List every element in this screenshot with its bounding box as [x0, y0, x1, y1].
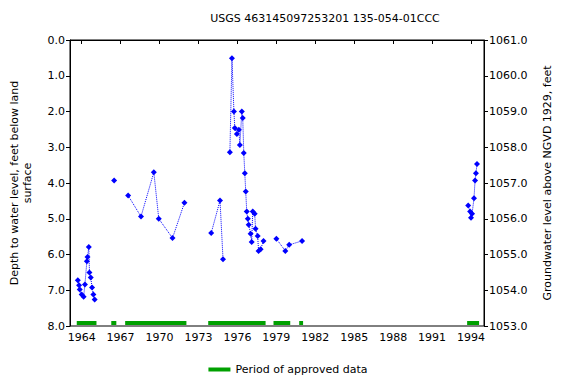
svg-text:1059.0: 1059.0	[489, 105, 528, 118]
svg-text:6.0: 6.0	[48, 248, 66, 261]
svg-text:1058.0: 1058.0	[489, 141, 528, 154]
svg-text:5.0: 5.0	[48, 212, 66, 225]
svg-text:1976: 1976	[223, 331, 251, 344]
svg-text:2.0: 2.0	[48, 105, 66, 118]
svg-text:1973: 1973	[184, 331, 212, 344]
svg-text:1057.0: 1057.0	[489, 177, 528, 190]
svg-text:1053.0: 1053.0	[489, 320, 528, 333]
svg-text:1964: 1964	[68, 331, 96, 344]
svg-text:0.0: 0.0	[48, 34, 66, 47]
svg-text:3.0: 3.0	[48, 141, 66, 154]
svg-text:1060.0: 1060.0	[489, 69, 528, 82]
svg-text:1970: 1970	[146, 331, 174, 344]
svg-text:Period of approved data: Period of approved data	[235, 363, 367, 376]
svg-text:8.0: 8.0	[48, 320, 66, 333]
svg-text:surface: surface	[21, 162, 34, 203]
svg-text:1056.0: 1056.0	[489, 212, 528, 225]
svg-text:1979: 1979	[262, 331, 290, 344]
svg-text:4.0: 4.0	[48, 177, 66, 190]
svg-text:1.0: 1.0	[48, 69, 66, 82]
svg-text:1054.0: 1054.0	[489, 284, 528, 297]
svg-text:1994: 1994	[457, 331, 485, 344]
svg-text:1991: 1991	[418, 331, 446, 344]
svg-text:USGS 463145097253201 135-054-0: USGS 463145097253201 135-054-01CCC	[210, 12, 440, 25]
svg-text:Depth to water level, feet bel: Depth to water level, feet below land	[8, 81, 21, 286]
svg-text:7.0: 7.0	[48, 284, 66, 297]
svg-text:1988: 1988	[379, 331, 407, 344]
svg-text:1985: 1985	[340, 331, 368, 344]
svg-text:Groundwater level above NGVD 1: Groundwater level above NGVD 1929, feet	[541, 65, 554, 301]
svg-text:1055.0: 1055.0	[489, 248, 528, 261]
svg-text:1061.0: 1061.0	[489, 34, 528, 47]
svg-text:1967: 1967	[107, 331, 135, 344]
svg-text:1982: 1982	[301, 331, 329, 344]
